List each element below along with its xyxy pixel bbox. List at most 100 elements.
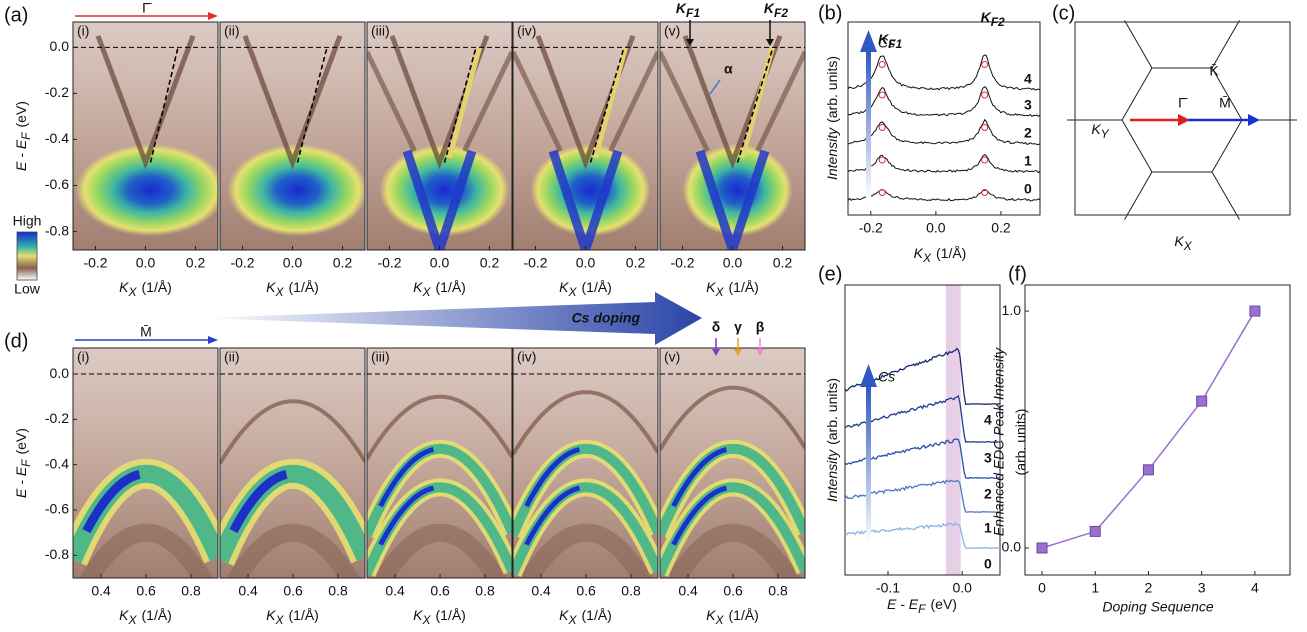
band-highlight xyxy=(447,46,482,159)
x-axis-label: KX (1/Å) xyxy=(413,279,466,299)
label-unit: (1/Å) xyxy=(289,607,319,623)
band-core xyxy=(548,149,623,250)
label-unit: (1/Å) xyxy=(436,279,466,295)
x-axis-label: KX (1/Å) xyxy=(266,279,319,299)
cs-arrow-head xyxy=(860,30,877,52)
arpes-image xyxy=(220,22,365,250)
cs-arrow xyxy=(866,385,871,545)
intensity-blob xyxy=(75,144,218,237)
label-subscript: X xyxy=(421,613,431,627)
arpes-image xyxy=(367,22,512,250)
lower-band xyxy=(226,523,360,578)
label-subscript: X xyxy=(567,285,577,299)
curve-label: 4 xyxy=(1024,71,1032,87)
zone-edge xyxy=(1124,20,1153,69)
label-subscript: F1 xyxy=(686,6,700,20)
subpanel-label: (ii) xyxy=(224,349,240,365)
y-tick-label: -0.2 xyxy=(45,84,69,100)
plot-frame xyxy=(1074,21,1291,216)
label-subscript: F2 xyxy=(991,15,1005,29)
zone-edge xyxy=(1211,20,1240,69)
label-subscript: F2 xyxy=(774,6,788,20)
label-unit: (1/Å) xyxy=(142,279,172,295)
label-subscript: X xyxy=(274,613,284,627)
label-symbol: K xyxy=(914,245,924,261)
peak-marker xyxy=(878,156,886,164)
band-core xyxy=(402,149,477,250)
peak-marker xyxy=(878,124,886,131)
label-unit: (1/Å) xyxy=(436,607,466,623)
colorbar xyxy=(16,231,38,281)
curve-label: 0 xyxy=(984,556,992,572)
label-subscript: X xyxy=(1183,239,1193,253)
dispersion-fit xyxy=(736,47,774,163)
kf-label: KF1 xyxy=(878,31,902,51)
kf-arrow-head xyxy=(686,39,694,46)
x-tick-label: 0.6 xyxy=(136,583,156,599)
curve-label: 3 xyxy=(984,450,992,466)
kf-label: KF2 xyxy=(981,9,1005,29)
point-label: M̄ xyxy=(1219,95,1231,111)
dispersion-fit xyxy=(149,47,179,163)
kf-label: KF1 xyxy=(676,0,700,20)
lower-band xyxy=(373,523,507,578)
label-symbol: Intensity xyxy=(824,449,840,502)
label-symbol: K xyxy=(413,607,423,623)
label-subscript: X xyxy=(714,285,724,299)
x-axis-label: KX xyxy=(1174,233,1192,253)
arpes-image xyxy=(367,348,512,578)
data-line xyxy=(1041,310,1256,549)
direction-arrow-head xyxy=(208,12,218,20)
label-symbol: K xyxy=(878,31,889,47)
label-symbol: K xyxy=(764,0,775,16)
x-tick-label: 0.0 xyxy=(952,580,972,596)
y-axis-label: E - EF (eV) xyxy=(13,101,33,171)
subpanel-label: (i) xyxy=(77,349,89,365)
y-tick-label: -0.6 xyxy=(45,176,69,192)
dispersion-fit xyxy=(443,47,477,163)
plot-frame xyxy=(847,21,1041,216)
x-tick-label: 0.6 xyxy=(430,583,450,599)
label-unit: (1/Å) xyxy=(289,279,319,295)
curve-label: 2 xyxy=(1024,125,1032,141)
y-tick-label: -0.4 xyxy=(45,455,69,471)
panel-frame xyxy=(72,347,219,579)
subpanel-label: (iii) xyxy=(371,23,390,39)
curve-label: 2 xyxy=(984,486,992,502)
label-symbol: E - E xyxy=(13,139,29,171)
x-tick-label: -0.2 xyxy=(230,255,254,271)
y-axis-label: Intensity (arb. units) xyxy=(824,378,840,502)
x-axis-label: E - EF (eV) xyxy=(887,596,957,616)
upper-band xyxy=(220,399,365,465)
x-axis-label: Doping Sequence xyxy=(1102,599,1214,615)
label-symbol: K xyxy=(559,279,569,295)
panel-label: (a) xyxy=(4,4,28,26)
y-axis-label: (arb. units) xyxy=(1013,409,1029,476)
x-tick-label: 0.2 xyxy=(480,255,500,271)
curve-label: 0 xyxy=(1024,181,1032,197)
x-tick-label: -0.2 xyxy=(523,255,547,271)
band-highlight xyxy=(593,46,628,159)
x-axis-label: KX (1/Å) xyxy=(119,607,172,627)
band-arrow-head xyxy=(756,349,764,356)
y-tick-label: 1.0 xyxy=(1002,302,1022,318)
subpanel-label: (v) xyxy=(664,349,680,365)
data-point xyxy=(1036,542,1048,554)
x-tick-label: 0.2 xyxy=(186,255,206,271)
arpes-image xyxy=(660,22,805,250)
dopant-label: Cs xyxy=(878,35,895,51)
x-tick-label: -0.2 xyxy=(859,220,883,236)
label-subscript: X xyxy=(421,285,431,299)
y-tick-label: 0.0 xyxy=(50,365,70,381)
cs-arrow xyxy=(866,50,871,200)
dispersion-fit xyxy=(296,47,328,163)
peak-marker xyxy=(981,91,989,99)
panel-label: (b) xyxy=(818,2,842,24)
upper-band xyxy=(660,385,805,451)
label-subscript: X xyxy=(127,613,137,627)
arpes-image xyxy=(220,348,365,578)
panel-frame xyxy=(512,347,659,579)
x-tick-label: -0.2 xyxy=(670,255,694,271)
peak-marker xyxy=(981,156,989,164)
label-unit: (1/Å) xyxy=(142,607,172,623)
